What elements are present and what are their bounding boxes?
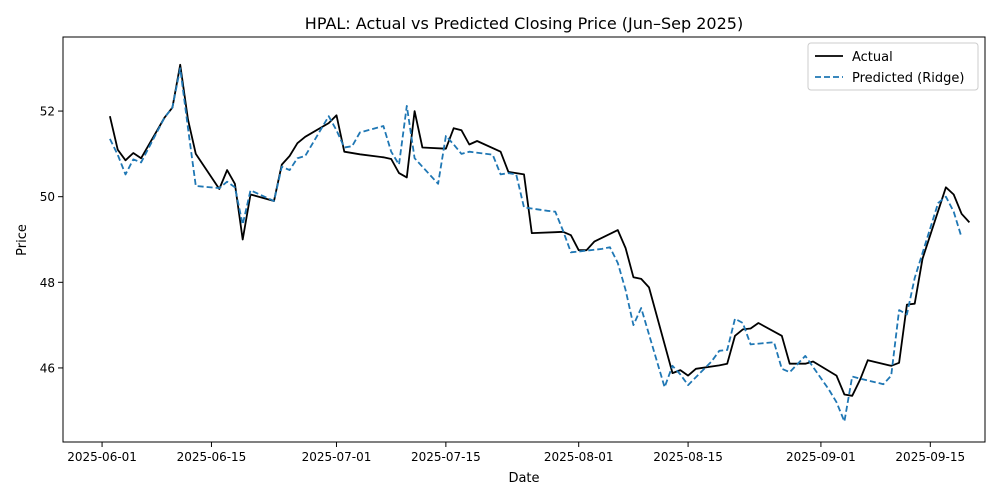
legend-label-predicted: Predicted (Ridge) <box>852 71 964 86</box>
y-axis: 46 48 50 52 <box>40 105 63 375</box>
plot-frame <box>62 36 986 443</box>
x-tick-label: 2025-09-15 <box>895 450 965 464</box>
plot-lines <box>109 63 971 423</box>
x-tick-label: 2025-07-15 <box>411 450 481 464</box>
x-tick-label: 2025-06-01 <box>67 450 137 464</box>
y-axis-label: Price <box>15 224 30 256</box>
x-axis: 2025-06-01 2025-06-15 2025-07-01 2025-07-15… <box>67 442 965 464</box>
legend-label-actual: Actual <box>852 50 893 65</box>
x-tick-label: 2025-08-01 <box>544 450 614 464</box>
legend: Actual Predicted (Ridge) <box>807 42 979 91</box>
y-tick-label: 46 <box>40 361 55 375</box>
chart-title: HPAL: Actual vs Predicted Closing Price … <box>305 14 743 33</box>
x-tick-label: 2025-08-15 <box>653 450 723 464</box>
x-tick-label: 2025-09-01 <box>786 450 856 464</box>
legend-box <box>807 42 979 91</box>
x-axis-label: Date <box>508 471 539 486</box>
y-tick-label: 52 <box>40 105 55 119</box>
y-tick-label: 48 <box>40 276 55 290</box>
series-line-actual <box>109 63 971 397</box>
y-tick-label: 50 <box>40 190 55 204</box>
x-tick-label: 2025-07-01 <box>302 450 372 464</box>
x-tick-label: 2025-06-15 <box>177 450 247 464</box>
